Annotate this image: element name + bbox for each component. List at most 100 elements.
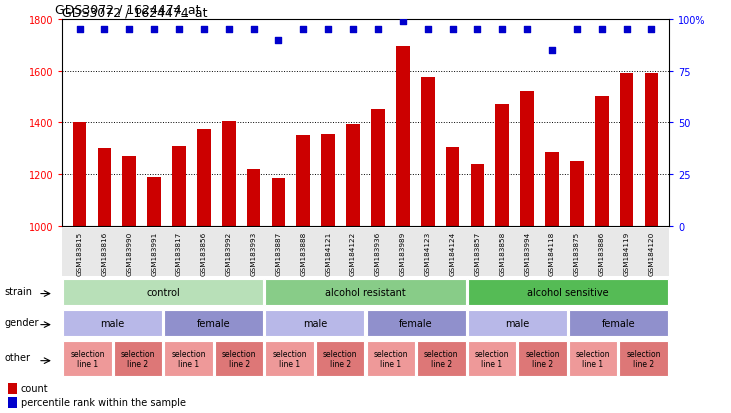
Bar [366,310,466,337]
Text: GSM183856: GSM183856 [201,231,207,275]
Bar [346,124,360,226]
Text: strain: strain [4,286,33,296]
Bar [173,146,186,226]
Text: GSM184121: GSM184121 [325,231,331,275]
Text: alcohol resistant: alcohol resistant [325,287,406,297]
Bar [164,342,213,376]
Bar [417,342,466,376]
Bar [265,279,466,306]
Text: GSM183817: GSM183817 [176,231,182,275]
Text: GSM183887: GSM183887 [276,231,281,275]
Bar [468,279,668,306]
Text: GSM183994: GSM183994 [524,231,530,275]
Point [99,27,110,33]
Bar [8,397,17,408]
Text: selection
line 2: selection line 2 [626,349,661,368]
Bar [468,342,516,376]
Bar [265,310,365,337]
Text: GSM183857: GSM183857 [474,231,480,275]
Point [173,27,185,33]
Text: count: count [21,383,48,393]
Bar [148,177,161,226]
Text: GSM183815: GSM183815 [77,231,83,275]
Text: alcohol sensitive: alcohol sensitive [527,287,608,297]
Bar [471,164,484,226]
Bar [620,74,634,226]
Point [148,27,160,33]
Text: selection
line 2: selection line 2 [221,349,257,368]
Text: selection
line 1: selection line 1 [576,349,610,368]
Point [124,27,135,33]
Text: female: female [399,318,433,328]
Point [397,19,409,25]
Text: GDS3072 / 1624474_at: GDS3072 / 1624474_at [55,3,200,16]
Text: GSM183991: GSM183991 [151,231,157,275]
Bar [595,97,609,226]
Bar [8,383,17,394]
Text: male: male [505,318,529,328]
Text: control: control [146,287,180,297]
Text: other: other [4,352,31,362]
Bar [619,342,668,376]
Bar [520,92,534,226]
Bar [297,136,310,226]
Bar [62,228,669,276]
Point [621,27,632,33]
Point [74,27,86,33]
Text: GSM183992: GSM183992 [226,231,232,275]
Point [521,27,533,33]
Text: GSM183888: GSM183888 [300,231,306,275]
Point [447,27,458,33]
Text: GSM183886: GSM183886 [599,231,605,275]
Bar [63,310,162,337]
Bar [164,310,263,337]
Bar [72,123,86,226]
Bar [569,342,617,376]
Point [496,27,508,33]
Text: selection
line 1: selection line 1 [273,349,307,368]
Point [298,27,309,33]
Bar [545,153,558,226]
Bar [371,110,385,226]
Text: gender: gender [4,317,39,327]
Bar [63,279,263,306]
Bar [215,342,263,376]
Text: GSM183989: GSM183989 [400,231,406,275]
Bar [366,342,415,376]
Text: selection
line 1: selection line 1 [70,349,105,368]
Bar [645,74,659,226]
Bar [265,342,314,376]
Text: GSM183858: GSM183858 [499,231,505,275]
Text: GSM183875: GSM183875 [574,231,580,275]
Text: male: male [303,318,327,328]
Text: GSM184124: GSM184124 [450,231,455,275]
Text: GSM183816: GSM183816 [102,231,107,275]
Point [546,47,558,54]
Point [571,27,583,33]
Text: GSM183993: GSM183993 [251,231,257,275]
Text: selection
line 1: selection line 1 [374,349,408,368]
Bar [396,47,409,226]
Point [422,27,433,33]
Bar [322,135,335,226]
Text: GSM184120: GSM184120 [648,231,654,275]
Text: selection
line 2: selection line 2 [525,349,560,368]
Bar [272,178,285,226]
Bar [421,78,434,226]
Bar [518,342,567,376]
Bar [316,342,365,376]
Bar [446,147,459,226]
Point [372,27,384,33]
Bar [122,157,136,226]
Text: GSM184122: GSM184122 [350,231,356,275]
Text: selection
line 1: selection line 1 [171,349,206,368]
Point [645,27,657,33]
Point [223,27,235,33]
Point [322,27,334,33]
Bar [570,162,583,226]
Text: selection
line 2: selection line 2 [424,349,458,368]
Text: GSM183990: GSM183990 [126,231,132,275]
Bar [63,342,112,376]
Text: female: female [602,318,635,328]
Text: selection
line 2: selection line 2 [323,349,357,368]
